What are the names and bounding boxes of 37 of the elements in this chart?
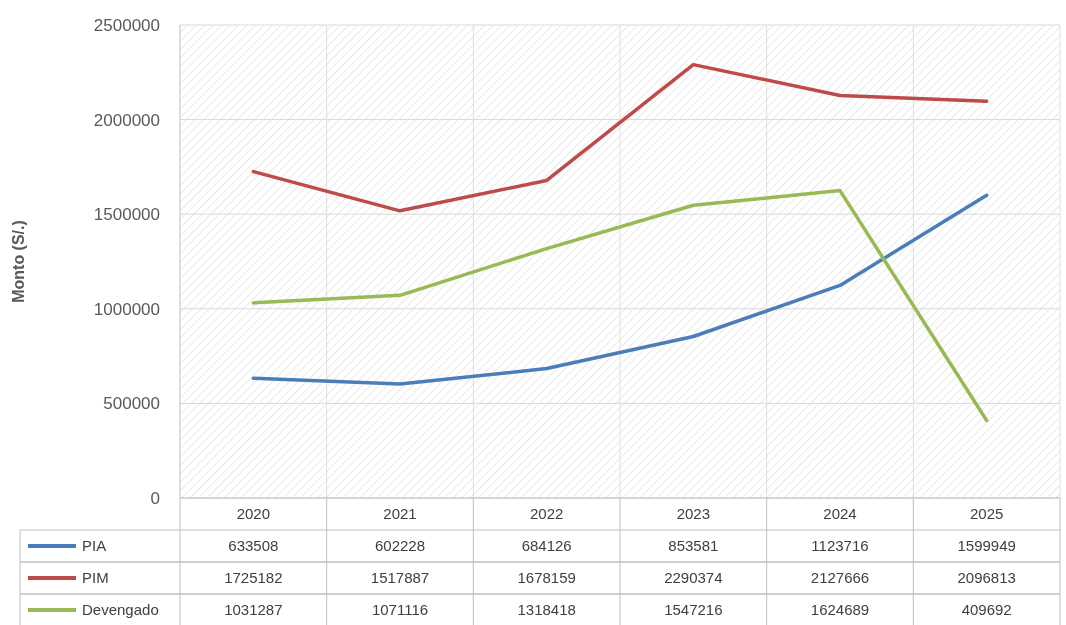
data-label: 684126 — [521, 537, 572, 555]
y-tick-label: 1000000 — [93, 299, 160, 319]
data-label: 1123716 — [811, 537, 869, 555]
x-tick-label: 2020 — [236, 505, 271, 523]
data-label: 1599949 — [957, 537, 1016, 555]
x-tick-label: 2021 — [383, 505, 417, 523]
data-label: 1071116 — [371, 601, 429, 619]
y-axis-title: Monto (S/.) — [10, 220, 27, 303]
y-tick-label: 2500000 — [93, 15, 160, 35]
y-tick-label: 500000 — [103, 394, 160, 414]
data-label: 1318418 — [517, 601, 576, 619]
legend-label: PIA — [82, 537, 107, 555]
data-label: 2127666 — [810, 569, 870, 587]
data-label: 1031287 — [224, 601, 283, 619]
x-tick-label: 2024 — [823, 505, 857, 523]
data-label: 853581 — [668, 537, 719, 555]
data-label: 2096813 — [957, 569, 1016, 587]
data-label: 2290374 — [664, 569, 723, 587]
line-series — [251, 62, 989, 213]
x-tick-label: 2025 — [969, 505, 1004, 523]
y-tick-label: 0 — [150, 488, 160, 508]
x-tick-label: 2023 — [676, 505, 711, 523]
legend-label: Devengado — [82, 601, 159, 619]
data-label: 602228 — [374, 537, 426, 555]
data-label: 1547216 — [664, 601, 723, 619]
line-series — [251, 193, 989, 386]
legend-label: PIM — [82, 569, 109, 587]
data-label: 1517887 — [370, 569, 430, 587]
y-tick-label: 1500000 — [93, 205, 160, 225]
x-tick-label: 2022 — [529, 505, 564, 523]
data-label: 1725182 — [224, 569, 283, 587]
y-tick-label: 2000000 — [93, 110, 160, 130]
data-label: 1678159 — [517, 569, 576, 587]
data-label: 409692 — [961, 601, 1012, 619]
line-series — [251, 188, 989, 423]
data-label: 1624689 — [810, 601, 870, 619]
data-label: 633508 — [228, 537, 279, 555]
